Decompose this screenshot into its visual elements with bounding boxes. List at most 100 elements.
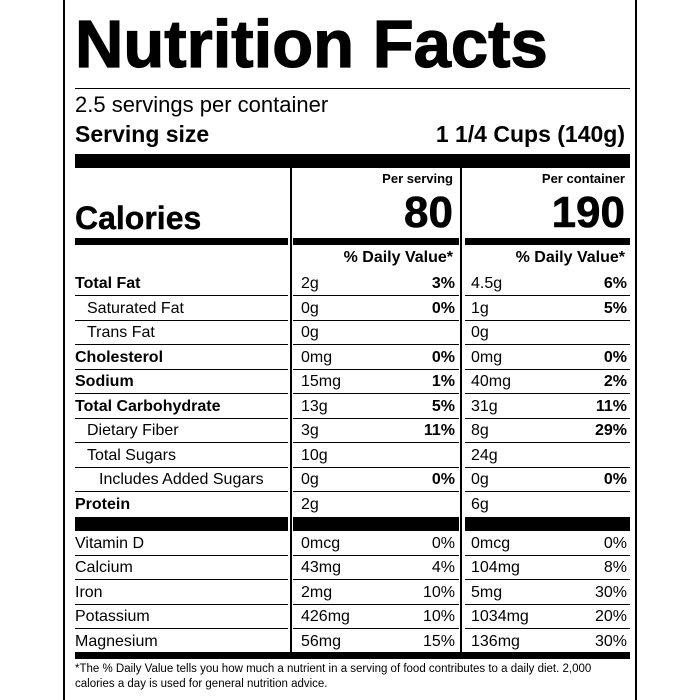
nutrient-serving-amount: 10g [301,446,328,464]
nutrient-serving-dv: 5% [431,397,455,415]
calories-bar-left [75,238,288,245]
row-divider [293,491,459,492]
vitamin-row: Magnesium 56mg 15% 136mg 30% [65,630,639,654]
vitamin-name: Magnesium [75,632,158,650]
nutrient-container-dv: 6% [603,275,627,292]
nutrient-container-dv: 2% [603,373,627,390]
nutrient-serving-amount: 2g [301,495,319,513]
nutrient-name: Total Fat [75,275,141,292]
row-divider [465,344,630,345]
nutrient-container-amount: 0g [471,471,489,488]
row-divider [465,628,630,630]
row-divider [465,368,630,370]
title-divider [75,88,630,89]
row-divider [293,393,459,394]
nutrient-serving-dv: 0% [431,348,455,366]
row-divider [293,466,459,468]
vitamin-name: Potassium [75,608,150,626]
vitamin-container-amount: 136mg [471,632,520,650]
nutrient-container-amount: 8g [471,422,489,439]
row-divider [465,603,630,605]
dv-header-serving: % Daily Value* [343,249,453,266]
nutrient-container-amount: 31g [471,397,498,415]
row-divider [293,368,459,370]
label-title: Nutrition Facts [74,6,548,82]
nutrient-serving-dv: 1% [431,373,455,390]
nutrient-row: Total Sugars 10g 24g [65,444,639,468]
nutrient-name: Total Carbohydrate [75,397,221,415]
nutrient-container-amount: 0mg [471,348,503,366]
nutrient-row: Protein 2g 6g [65,493,639,517]
vitamin-name: Iron [75,583,103,601]
nutrient-row: Includes Added Sugars 0g 0% 0g 0% [65,468,639,492]
row-divider [75,393,288,394]
nutrient-serving-amount: 0g [301,471,319,488]
row-divider [465,555,630,556]
vitamin-name: Vitamin D [75,535,145,552]
nutrient-serving-amount: 13g [301,397,328,415]
nutrient-serving-amount: 0g [301,299,319,317]
nutrient-container-amount: 24g [471,446,498,464]
row-divider [465,579,630,581]
nutrient-serving-dv: 0% [431,471,455,488]
nutrient-serving-amount: 2g [301,275,319,292]
calories-per-container: 190 [551,188,625,237]
vitamin-serving-amount: 426mg [301,608,350,626]
row-divider [465,466,630,468]
vitamin-container-dv: 30% [594,583,627,601]
nutrient-row: Dietary Fiber 3g 11% 8g 29% [65,419,639,443]
nutrient-container-dv: 29% [594,422,627,439]
nutrient-container-dv: 5% [603,299,627,317]
calories-bar-mid [293,238,459,245]
vitamins-bar-mid [293,517,459,531]
dv-header-container: % Daily Value* [515,249,625,266]
row-divider [75,344,288,345]
nutrient-name: Includes Added Sugars [99,471,264,488]
row-divider [75,628,288,630]
vitamin-serving-amount: 0mcg [301,535,341,552]
nutrient-name: Cholesterol [75,348,164,366]
serving-size-thick-bar [75,154,630,168]
row-divider [75,319,288,321]
vitamin-container-amount: 104mg [471,559,520,577]
vitamin-row: Potassium 426mg 10% 1034mg 20% [65,605,639,630]
vitamin-serving-dv: 0% [431,535,455,552]
nutrient-serving-amount: 0g [301,324,319,341]
row-divider [293,319,459,321]
row-divider [293,442,459,443]
vitamin-row: Vitamin D 0mcg 0% 0mcg 0% [65,532,639,556]
nutrient-container-amount: 6g [471,495,489,513]
footnote: *The % Daily Value tells you how much a … [75,663,592,690]
vitamin-serving-amount: 43mg [301,559,342,577]
vitamin-serving-dv: 10% [422,583,455,601]
nutrient-row: Total Fat 2g 3% 4.5g 6% [65,272,639,296]
vitamin-serving-dv: 15% [422,632,455,650]
row-divider [465,393,630,394]
row-divider [465,295,630,296]
vitamin-container-amount: 1034mg [471,608,529,626]
row-divider [75,417,288,419]
nutrient-name: Dietary Fiber [87,422,179,439]
vitamin-container-amount: 0mcg [471,535,511,552]
row-divider [75,295,288,296]
nutrient-container-dv: 0% [603,471,627,488]
vitamin-name: Calcium [75,559,133,577]
row-divider [75,603,288,605]
nutrient-container-dv: 11% [595,397,627,415]
row-divider [293,628,459,630]
calories-per-serving: 80 [404,188,454,237]
vitamin-container-amount: 5mg [471,583,503,601]
per-container-header: Per container [541,171,625,186]
nutrient-serving-amount: 0mg [301,348,333,366]
nutrition-facts-label: Nutrition Facts 2.5 servings per contain… [63,0,637,700]
row-divider [293,417,459,419]
row-divider [293,603,459,605]
footnote-bar [75,652,630,659]
vitamins-bar-right [465,517,630,531]
row-divider [293,555,459,556]
vitamin-container-dv: 30% [594,632,627,650]
nutrient-container-dv: 0% [603,348,627,366]
calories-label: Calories [75,200,202,236]
nutrient-container-amount: 4.5g [471,275,503,292]
nutrient-row: Saturated Fat 0g 0% 1g 5% [65,297,639,321]
